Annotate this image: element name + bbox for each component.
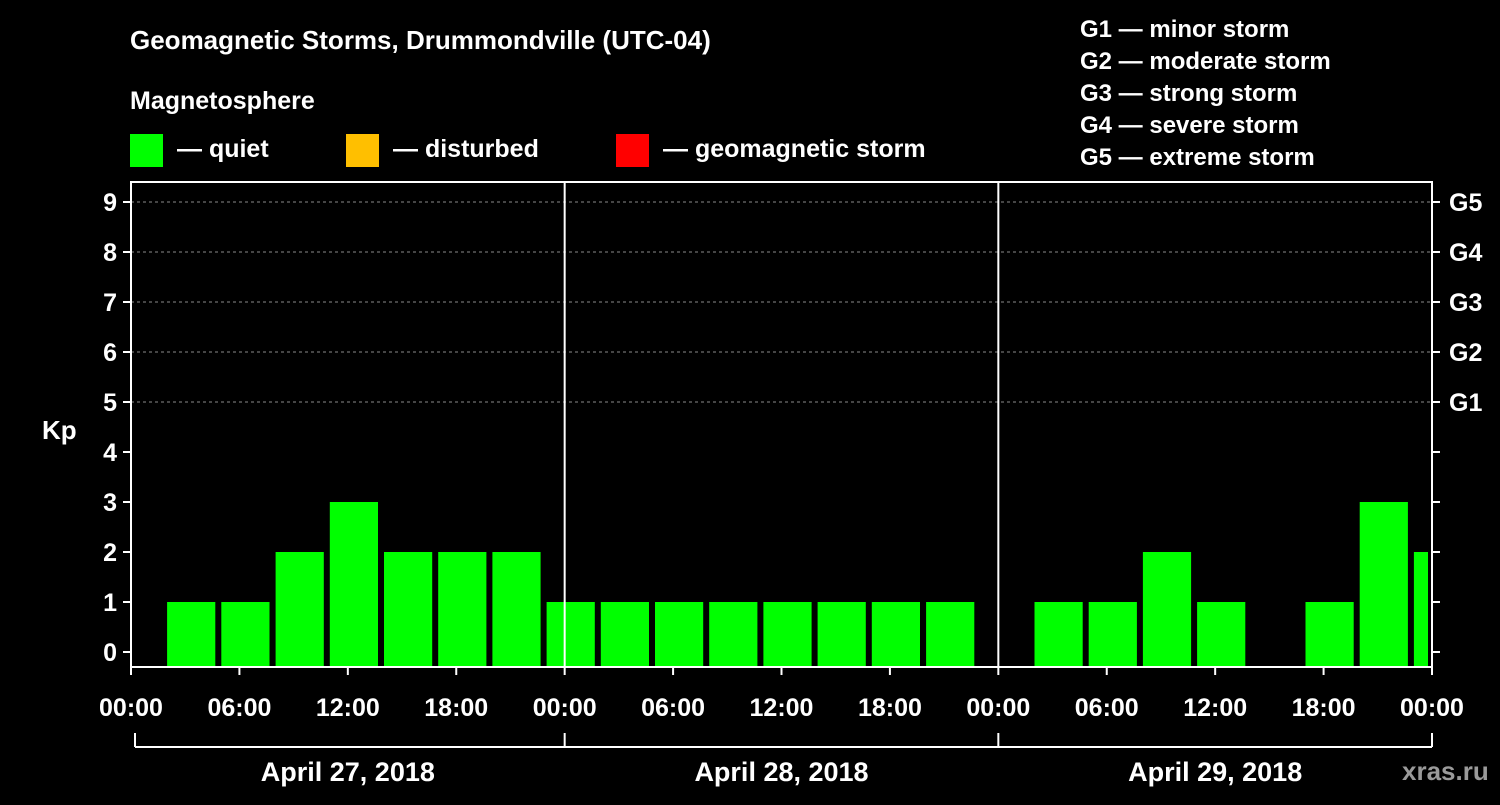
g-scale-label: G5	[1449, 189, 1482, 217]
g-scale-label: G4	[1449, 239, 1482, 267]
y-tick-label: 1	[103, 589, 117, 617]
y-tick-label: 6	[103, 339, 117, 367]
y-tick-label: 3	[103, 489, 117, 517]
kp-bar	[1413, 552, 1428, 667]
kp-bar	[275, 552, 324, 667]
g-scale-label: G1	[1449, 389, 1482, 417]
y-tick-label: 5	[103, 389, 117, 417]
kp-bar	[1088, 602, 1137, 667]
g-scale-label: G3	[1449, 289, 1482, 317]
kp-bar	[709, 602, 758, 667]
y-tick-label: 7	[103, 289, 117, 317]
kp-bar	[926, 602, 975, 667]
x-tick-label: 18:00	[1292, 694, 1356, 722]
y-tick-label: 2	[103, 539, 117, 567]
kp-bar	[1197, 602, 1246, 667]
kp-bar	[763, 602, 812, 667]
y-axis-label: Kp	[42, 415, 77, 445]
legend-label-quiet: — quiet	[177, 135, 269, 163]
x-tick-label: 18:00	[424, 694, 488, 722]
kp-bar	[221, 602, 270, 667]
kp-bar	[492, 552, 541, 667]
legend-swatch-storm	[616, 134, 649, 167]
x-tick-label: 12:00	[750, 694, 814, 722]
storm-scale-g2: G2 — moderate storm	[1080, 48, 1331, 75]
g-scale-label: G2	[1449, 339, 1482, 367]
y-tick-label: 4	[103, 439, 117, 467]
kp-bar	[817, 602, 866, 667]
legend-swatch-quiet	[130, 134, 163, 167]
legend: — quiet — disturbed — geomagnetic storm	[130, 134, 926, 167]
kp-bar	[329, 502, 378, 667]
x-tick-label: 00:00	[99, 694, 163, 722]
x-tick-label: 06:00	[207, 694, 271, 722]
storm-scale-legend: G1 — minor storm G2 — moderate storm G3 …	[1080, 16, 1331, 171]
x-tick-label: 00:00	[966, 694, 1030, 722]
kp-bar	[871, 602, 920, 667]
y-tick-label: 9	[103, 189, 117, 217]
kp-bar	[1305, 602, 1354, 667]
chart-title: Geomagnetic Storms, Drummondville (UTC-0…	[130, 25, 711, 55]
watermark: xras.ru	[1402, 756, 1489, 786]
x-tick-label: 12:00	[316, 694, 380, 722]
day-label: April 29, 2018	[1128, 757, 1302, 787]
kp-bar	[546, 602, 595, 667]
axes: 0 1 2 3 4 5 6 7 8 9 G1 G2 G3 G4 G5 00:00 06:00 12:00 18:00…	[99, 181, 1482, 787]
y-tick-label: 0	[103, 639, 117, 667]
x-tick-label: 12:00	[1183, 694, 1247, 722]
kp-bar	[167, 602, 216, 667]
x-tick-label: 18:00	[858, 694, 922, 722]
legend-label-storm: — geomagnetic storm	[663, 135, 926, 163]
legend-label-disturbed: — disturbed	[393, 135, 539, 163]
bars	[167, 502, 1428, 667]
day-label: April 28, 2018	[694, 757, 868, 787]
storm-scale-g5: G5 — extreme storm	[1080, 144, 1315, 171]
kp-bar	[384, 552, 433, 667]
x-tick-label: 00:00	[533, 694, 597, 722]
storm-scale-g1: G1 — minor storm	[1080, 16, 1289, 43]
x-tick-label: 06:00	[1075, 694, 1139, 722]
plot-frame	[130, 181, 1433, 668]
day-label: April 27, 2018	[261, 757, 435, 787]
x-tick-label: 06:00	[641, 694, 705, 722]
legend-swatch-disturbed	[346, 134, 379, 167]
legend-heading: Magnetosphere	[130, 87, 315, 115]
kp-bar	[1359, 502, 1408, 667]
kp-bar	[1034, 602, 1083, 667]
x-tick-label: 00:00	[1400, 694, 1464, 722]
grid	[131, 201, 1432, 403]
storm-scale-g4: G4 — severe storm	[1080, 112, 1299, 139]
kp-bar	[655, 602, 704, 667]
kp-bar	[438, 552, 487, 667]
kp-bar	[1142, 552, 1192, 667]
y-tick-label: 8	[103, 239, 117, 267]
kp-bar	[600, 602, 649, 667]
storm-scale-g3: G3 — strong storm	[1080, 80, 1297, 107]
